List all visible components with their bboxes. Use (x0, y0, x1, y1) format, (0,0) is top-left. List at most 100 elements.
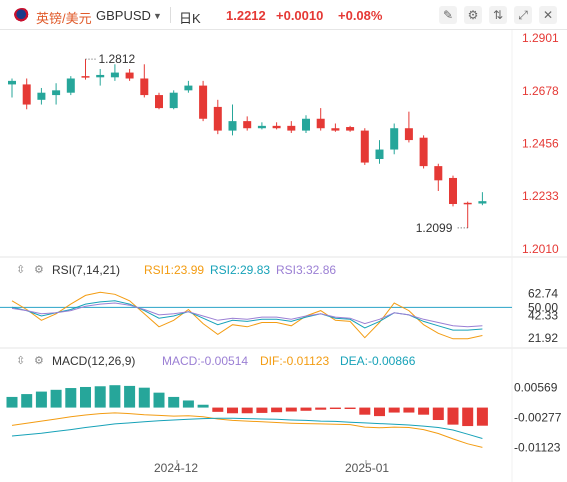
macd-bar (241, 407, 253, 414)
collapse-rsi-icon[interactable]: ⇳ (16, 264, 26, 276)
candle-body (184, 85, 193, 91)
candle-body (360, 130, 369, 163)
close-icon[interactable]: ✕ (539, 6, 557, 24)
candle-body (463, 202, 472, 205)
macd-dea-line (11, 417, 483, 439)
symbol-name[interactable]: 英镑/美元 (36, 11, 92, 26)
candle-body (243, 121, 252, 129)
macd-dif-line (11, 412, 483, 448)
dea-value: DEA:-0.00866 (340, 354, 416, 368)
macd-bar (109, 385, 121, 408)
symbol-code[interactable]: GBPUSD (96, 8, 151, 23)
macd-bar (285, 407, 297, 412)
candle-body (52, 90, 61, 96)
rsi-settings-icon[interactable]: ⚙ (34, 264, 44, 276)
x-axis-label: 2025-01 (345, 461, 389, 475)
collapse-macd-icon[interactable]: ⇳ (16, 355, 26, 367)
candle-body (8, 80, 16, 85)
macd-value: MACD:-0.00514 (162, 354, 249, 368)
price-tick-label: 1.2010 (522, 242, 559, 256)
price-tick-label: 1.2233 (522, 189, 559, 203)
candle-body (478, 201, 487, 204)
candle-body (287, 125, 296, 131)
period-selector[interactable]: 日K (179, 11, 201, 26)
compare-icon[interactable]: ⇅ (489, 6, 507, 24)
macd-title[interactable]: MACD(12,26,9) (52, 354, 136, 368)
rsi1-value: RSI1:23.99 (144, 263, 205, 277)
macd-bar (138, 387, 150, 408)
candle-body (316, 118, 325, 129)
macd-bar (315, 407, 327, 410)
candle-body (96, 74, 105, 78)
macd-bar (432, 407, 444, 421)
candle-body (213, 106, 222, 131)
dif-value: DIF:-0.01123 (260, 354, 330, 368)
rsi-line-rsi3 (11, 302, 483, 328)
macd-bar (35, 391, 47, 408)
high-label: 1.2812 (99, 52, 136, 66)
rsi-tick-label: 42.33 (528, 309, 558, 323)
candle-body (346, 127, 355, 131)
candle-body (331, 128, 340, 131)
price-tick-label: 1.2901 (522, 31, 559, 45)
candle-body (390, 128, 399, 150)
macd-bar (359, 407, 371, 415)
macd-bar (344, 407, 356, 410)
macd-settings-icon[interactable]: ⚙ (34, 355, 44, 367)
macd-bar (6, 396, 18, 408)
settings-icon[interactable]: ⚙ (464, 6, 482, 24)
macd-bar (80, 386, 91, 408)
candle-body (81, 76, 90, 78)
price-tick-label: 1.2456 (522, 136, 559, 150)
macd-bar (21, 394, 33, 408)
macd-bar (65, 388, 77, 408)
macd-bar (374, 407, 385, 417)
macd-bar (212, 407, 224, 412)
macd-bar (182, 400, 194, 408)
macd-bar (197, 404, 209, 408)
macd-bar (168, 396, 180, 408)
macd-tick-label: -0.00277 (514, 410, 562, 424)
x-axis-label: 2024-12 (154, 461, 198, 475)
macd-bar (447, 407, 459, 425)
rsi-tick-label: 21.92 (528, 331, 558, 345)
price-change: +0.0010 (276, 8, 324, 23)
macd-bar (329, 407, 341, 410)
rsi-tick-label: 50.00 (528, 300, 558, 314)
gbp-flag-icon (14, 8, 30, 22)
macd-bar (153, 392, 165, 408)
candle-body (155, 95, 163, 109)
rsi-line-rsi1 (11, 291, 483, 340)
candle-body (110, 72, 119, 78)
macd-tick-label: -0.01123 (514, 440, 561, 454)
candle-body (434, 166, 443, 181)
last-price: 1.2212 (226, 8, 266, 23)
macd-bar (124, 385, 136, 408)
rsi2-value: RSI2:29.83 (210, 263, 271, 277)
candle-body (419, 137, 428, 167)
macd-bar (300, 407, 312, 411)
macd-bar (271, 407, 283, 413)
low-label: 1.2099 (416, 221, 453, 235)
pen-icon[interactable]: ✎ (439, 6, 457, 24)
candle-body (449, 177, 457, 205)
fullscreen-icon[interactable]: ⤢ (514, 6, 532, 24)
toolbar-divider (170, 7, 171, 23)
price-tick-label: 1.2678 (522, 84, 559, 98)
chart-area[interactable]: 1.2901 1.2678 1.2456 1.2233 1.2010 1.2812 1.20… (0, 30, 567, 482)
macd-bar (388, 407, 400, 413)
candle-body (257, 125, 266, 129)
candle-body (199, 85, 208, 119)
candle-body (375, 149, 384, 160)
macd-bar (476, 407, 488, 426)
symbol-toolbar: 英镑/美元 GBPUSD ▼ 日K 1.2212 +0.0010 +0.08% … (0, 0, 567, 30)
chevron-down-icon[interactable]: ▼ (153, 11, 162, 21)
macd-bar (403, 407, 415, 413)
rsi-title[interactable]: RSI(7,14,21) (52, 263, 121, 277)
candle-body (125, 72, 134, 79)
macd-bar (50, 389, 62, 408)
rsi-tick-label: 62.74 (528, 287, 558, 301)
candle-body (22, 84, 31, 105)
candle-body (169, 92, 178, 109)
macd-bar (227, 407, 238, 414)
